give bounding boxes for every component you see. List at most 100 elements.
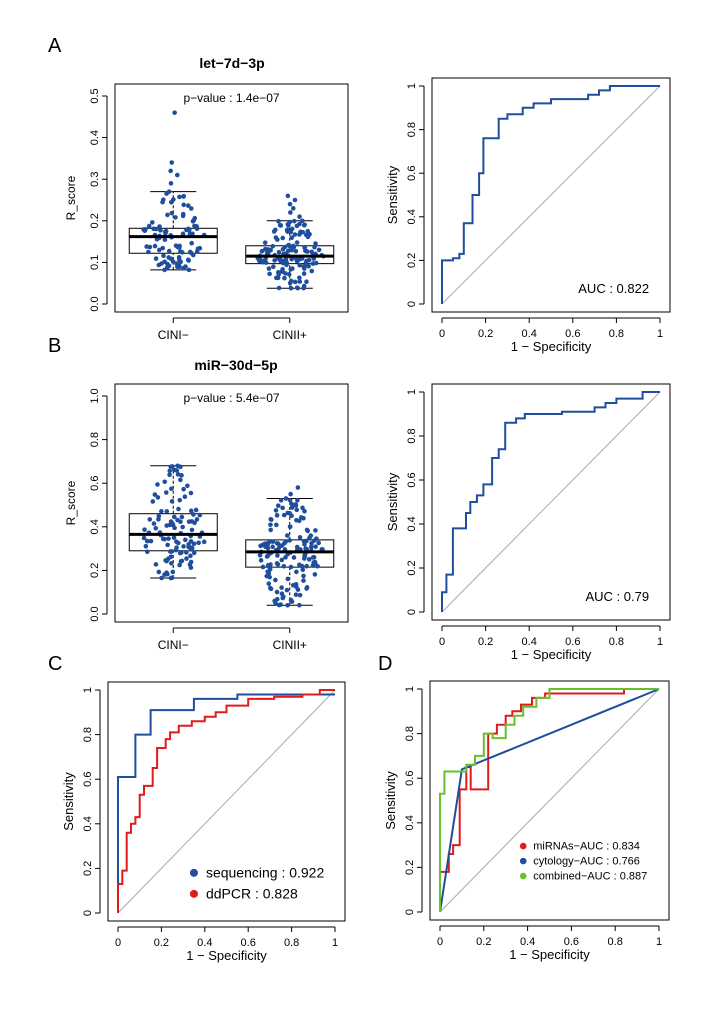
b-box-point <box>191 512 196 517</box>
b-roc-roc-curve <box>441 391 660 612</box>
a-roc-y-tick-label: 0.4 <box>406 209 418 224</box>
b-box-point <box>176 506 181 512</box>
b-box-point <box>166 536 171 541</box>
a-box-point <box>285 193 291 199</box>
b-box-point <box>279 557 285 563</box>
b-box-point <box>301 578 306 583</box>
title-b: miR−30d−5p <box>194 357 277 373</box>
a-box-y-tick-label: 0.4 <box>89 130 101 145</box>
b-box-point <box>179 550 184 555</box>
d-roc-y-tick-label: 0.6 <box>404 771 416 786</box>
b-box-point <box>279 585 284 590</box>
title-a: let−7d−3p <box>199 55 264 71</box>
b-box-point <box>164 558 169 564</box>
b-box-point <box>184 556 189 561</box>
b-box-point <box>289 505 295 510</box>
b-box-point <box>186 519 192 524</box>
d-roc-legend-marker-3 <box>519 872 527 880</box>
a-box-point <box>303 260 309 265</box>
a-box-point <box>286 242 291 248</box>
d-roc-x-tick-label: 1 <box>656 936 662 948</box>
a-box-point <box>149 220 155 225</box>
b-roc-x-tick-label: 0.2 <box>478 636 493 648</box>
a-box-point <box>152 243 158 249</box>
a-box-point <box>157 224 162 229</box>
a-box-point <box>161 253 166 259</box>
b-box-point <box>143 543 149 549</box>
b-box-point <box>289 501 295 507</box>
a-box-point <box>292 197 298 203</box>
a-box-point <box>188 250 194 256</box>
c-roc-x-tick-label: 0.2 <box>154 937 169 949</box>
panel-letter-a: A <box>48 35 62 57</box>
a-box-point <box>179 250 185 255</box>
b-box-point <box>285 533 290 538</box>
a-box-point <box>289 256 294 262</box>
d-roc-roc-curve-3 <box>439 688 659 912</box>
panel-letter-d: D <box>378 653 392 675</box>
b-box-point <box>273 577 278 583</box>
a-box-point <box>176 257 182 262</box>
b-box-point <box>186 542 191 547</box>
b-box-point <box>164 570 169 575</box>
b-box-point <box>287 497 293 503</box>
a-box-y-tick-label: 0.0 <box>89 296 101 311</box>
d-roc-diagonal <box>439 688 660 913</box>
c-roc-y-axis-label: Sensitivity <box>61 772 76 831</box>
d-roc-legend-marker-2 <box>519 857 527 865</box>
b-box-point <box>179 514 185 520</box>
b-box-point <box>279 591 285 597</box>
b-box-point <box>284 587 290 593</box>
b-box-point <box>297 602 302 608</box>
panel-letter-b: B <box>48 335 61 357</box>
b-box-point <box>170 569 176 575</box>
b-box-point <box>182 494 188 500</box>
a-box-point <box>285 248 291 254</box>
b-roc-y-tick-label: 0 <box>406 609 418 615</box>
b-box-point <box>294 544 300 550</box>
a-box-point <box>185 203 191 208</box>
b-box-point <box>265 563 271 568</box>
b-box-point <box>196 540 201 546</box>
b-box-point <box>153 562 159 567</box>
a-box-point <box>276 285 282 291</box>
a-box-point <box>303 248 308 254</box>
a-box-point <box>300 218 305 224</box>
a-box-point <box>142 228 148 234</box>
d-roc-legend-label-2: cytology−AUC : 0.766 <box>533 856 640 868</box>
b-box-point <box>314 536 319 541</box>
a-box-point <box>172 110 177 115</box>
b-box-point <box>267 585 273 591</box>
b-box-point <box>260 564 266 570</box>
a-box-point <box>259 248 265 254</box>
b-box-point <box>188 508 194 514</box>
b-box-point <box>184 550 189 555</box>
b-box-point <box>295 485 301 490</box>
panel-letter-c: C <box>48 653 62 675</box>
a-box-point <box>295 285 301 291</box>
b-box-point <box>295 497 300 503</box>
b-box-point <box>280 505 285 511</box>
a-box-point <box>297 279 303 284</box>
a-box-point <box>288 210 293 215</box>
b-roc-x-axis-label: 1 − Specificity <box>511 647 592 662</box>
a-box-y-tick-label: 0.5 <box>89 88 101 103</box>
b-roc-x-tick-label: 0.4 <box>522 636 537 648</box>
b-box-point <box>151 521 157 526</box>
a-box-point <box>185 257 191 263</box>
a-roc-y-axis-label: Sensitivity <box>385 165 400 224</box>
b-box-point <box>299 563 305 569</box>
a-box-point <box>313 241 318 246</box>
a-box-point <box>162 237 168 242</box>
a-box-point <box>270 264 276 270</box>
a-box-point <box>180 231 186 237</box>
a-box-point <box>186 267 192 273</box>
b-box-point <box>283 496 289 501</box>
b-box-point <box>194 517 200 522</box>
a-box-point <box>190 218 196 224</box>
b-box-point <box>289 599 295 604</box>
b-box-point <box>301 538 307 544</box>
a-box-point <box>177 194 182 200</box>
b-box-point <box>297 592 303 598</box>
b-box-point <box>285 510 291 516</box>
